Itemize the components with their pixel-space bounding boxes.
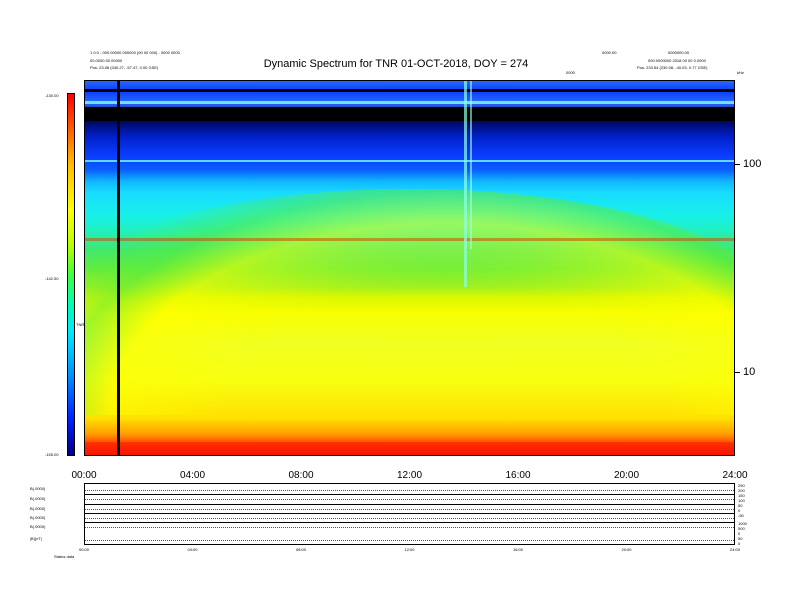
header-right-line3: 000.0000000 2018 00 00 0.0000 [648, 58, 706, 63]
colorbar-label: TNR [76, 322, 85, 327]
header-right-line1: 0000.00 [602, 50, 617, 55]
colorbar [67, 93, 75, 456]
panel-right-tick: 0 [738, 531, 741, 536]
light-band [84, 160, 735, 162]
x-tick-label: 24:00 [722, 470, 748, 481]
x-tick-label: 12:00 [396, 470, 423, 481]
panel-trace [85, 509, 734, 510]
header-right-small: kHz [737, 70, 744, 75]
header-right-pos-value: 233.54 (230.08, -40.03, 0.77 GSE) [646, 65, 708, 70]
peak-emission-arc [84, 189, 735, 415]
header-left-line2: 00.0000.00 00000 [90, 58, 123, 63]
colorbar-tick-mid: -142.50 [45, 276, 59, 281]
panel-label: B(.0000) [30, 496, 46, 501]
burst-streak [470, 80, 472, 250]
panel-right-tick: 0 [738, 541, 741, 546]
panel-right-tick: -50 [738, 513, 744, 518]
header-right-pos: Pos: 233.54 (230.08, -40.03, 0.77 GSE) [637, 65, 708, 70]
chart-title: Dynamic Spectrum for TNR 01-OCT-2018, DO… [263, 58, 529, 70]
panel-x-tick-label: 24:00 [729, 547, 741, 552]
panel-label: B(.0000) [30, 515, 46, 520]
panel-x-tick-label: 08:00 [295, 547, 307, 552]
panel-right-tick: 0 [738, 508, 741, 513]
x-tick-label: 08:00 [288, 470, 314, 481]
peak-line [84, 238, 735, 241]
header-left-pos-label: Pos: [90, 65, 99, 70]
panel-divider [85, 504, 734, 505]
header-right-pos-label: Pos: [637, 65, 646, 70]
panel-label: B(.0000) [30, 486, 46, 491]
panel-x-tick-label: 04:00 [187, 547, 198, 552]
header-mid-small: 0000 [566, 70, 575, 75]
y-tick-label-10: 10 [743, 366, 756, 378]
panel-divider [85, 522, 734, 523]
panel-x-tick-label: 12:00 [404, 547, 415, 552]
panel-x-tick-label: 20:00 [621, 547, 632, 552]
panel-label: |B|(nT) [30, 536, 43, 541]
panel-right-tick: 200 [738, 488, 745, 493]
panel-right-tick: 250 [738, 483, 745, 488]
panel-footer-label: Status data [54, 554, 75, 559]
panel-x-tick-label: 00:00 [78, 547, 90, 552]
panel-divider [85, 513, 734, 514]
y-tick-mark [735, 372, 740, 373]
panel-trace [85, 527, 734, 528]
panel-label: B(.0000) [30, 524, 46, 529]
panel-right-tick: 100 [738, 498, 745, 503]
data-gap-line [117, 80, 120, 456]
panel-divider [85, 494, 734, 495]
magnetometer-panels [84, 483, 735, 545]
x-tick-label: 16:00 [505, 470, 531, 481]
panel-x-tick-label: 16:00 [512, 547, 524, 552]
panel-right-tick: 50 [738, 536, 743, 541]
light-band [84, 101, 735, 104]
header-right-line2: 0000000.00 [668, 50, 690, 55]
burst-streak [464, 80, 467, 287]
y-tick-mark [735, 164, 740, 165]
panel-right-tick: 50 [738, 503, 743, 508]
panel-right-tick: 150 [738, 493, 745, 498]
low-frequency-band [84, 442, 735, 456]
panel-trace [85, 499, 734, 500]
colorbar-tick-top: -130.00 [45, 93, 59, 98]
x-tick-label: 00:00 [71, 470, 97, 481]
panel-right-tick: 500 [738, 526, 745, 531]
dark-band [84, 89, 735, 92]
spectrogram [84, 80, 735, 456]
x-tick-label: 20:00 [613, 470, 640, 481]
panel-right-tick: 1000 [738, 521, 747, 526]
panel-label: B(.0000) [30, 506, 46, 511]
y-tick-label-100: 100 [743, 158, 762, 170]
header-left-line1: 1 0.0 - 000.00000 000000 (00 00 000) - 0… [90, 50, 180, 55]
colorbar-tick-bottom: -155.00 [45, 452, 59, 457]
panel-trace [85, 518, 734, 519]
x-tick-label: 04:00 [179, 470, 206, 481]
panel-trace [85, 540, 734, 541]
header-left-pos-value: 23.08 (040.27, -57.47, 0.00 GSE) [99, 65, 159, 70]
dark-band [84, 107, 735, 121]
panel-trace [85, 490, 734, 491]
header-left-pos: Pos: 23.08 (040.27, -57.47, 0.00 GSE) [90, 65, 158, 70]
